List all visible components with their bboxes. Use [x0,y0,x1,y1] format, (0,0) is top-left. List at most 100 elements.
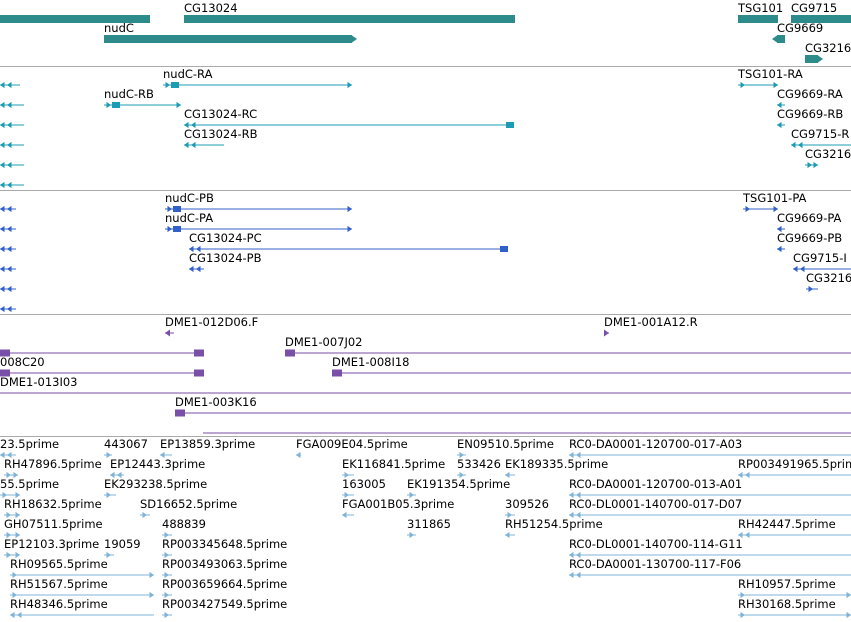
feature-transcripts-pa[interactable]: CG9715-I [793,251,851,273]
feature-ests[interactable]: RH51567.5prime [10,577,154,599]
feature-transcripts-ra[interactable]: CG9715-R [791,127,851,149]
feature-transcripts-pa[interactable] [0,305,16,313]
feature-clones[interactable]: DME1-008I18 [332,355,851,377]
feature-label: 163005 [342,477,386,491]
feature-genes[interactable]: TSG101 [737,1,783,23]
feature-ests[interactable]: EK189335.5prime [505,457,608,479]
feature-label: CG13024-RB [184,127,258,141]
feature-label: 533426 [457,457,501,471]
feature-label: RH09565.5prime [10,557,108,571]
feature-transcripts-pa[interactable]: nudC-PA [165,211,352,233]
feature-ests[interactable]: EK116841.5prime [342,457,445,479]
feature-transcripts-pa[interactable]: CG3216 [806,271,851,293]
feature-ests[interactable]: RH48346.5prime [10,597,154,619]
feature-transcripts-ra[interactable] [0,161,24,169]
feature-transcripts-pa[interactable]: CG9669-PB [777,231,842,253]
feature-transcripts-pa[interactable] [0,245,16,253]
feature-ests[interactable]: RC0-DL0001-140700-017-D07 [569,497,851,519]
feature-label: RH51567.5prime [10,577,108,591]
feature-transcripts-pa[interactable] [0,225,16,233]
gene-span [0,15,150,23]
feature-transcripts-ra[interactable] [0,121,24,129]
track-transcripts-ra: nudC-RA TSG101-RA nudC-RB CG9669-RA CG13024-… [0,66,851,189]
feature-genes[interactable]: nudC [104,21,357,43]
feature-ests[interactable]: RH10957.5prime [738,577,851,599]
feature-ests[interactable]: RH09565.5prime [10,557,154,579]
clone-end [0,369,10,377]
feature-ests[interactable]: GH07511.5prime [4,517,103,539]
feature-ests[interactable]: 163005 [342,477,386,499]
feature-ests[interactable]: 311865 [407,517,451,539]
feature-clones[interactable]: DME1-013I03 [0,375,851,394]
feature-genes[interactable]: CG9715 [791,1,851,23]
feature-ests[interactable]: RP003491965.5prime [738,457,851,479]
feature-transcripts-ra[interactable] [0,141,24,149]
feature-ests[interactable]: RC0-DA0001-120700-013-A01 [569,477,851,499]
feature-ests[interactable]: 488839 [162,517,206,539]
feature-transcripts-pa[interactable] [0,265,16,273]
feature-transcripts-pa[interactable]: TSG101-PA [742,191,807,213]
feature-transcripts-pa[interactable]: CG9669-PA [777,211,842,233]
feature-transcripts-ra[interactable] [0,81,20,89]
feature-ests[interactable]: RH42447.5prime [738,517,851,539]
feature-ests[interactable]: RH51254.5prime [505,517,603,539]
feature-transcripts-ra[interactable]: CG13024-RB [184,127,258,149]
feature-transcripts-ra[interactable]: CG13024-RC [184,107,514,129]
feature-transcripts-ra[interactable]: CG3216 [805,147,851,169]
feature-transcripts-pa[interactable] [0,285,16,293]
gene-span [184,15,515,23]
feature-ests[interactable]: RP003659664.5prime [162,577,287,599]
feature-genes[interactable]: CG13024 [184,1,515,23]
feature-ests[interactable]: SD16652.5prime [140,497,237,519]
feature-ests[interactable]: RH30168.5prime [738,597,851,619]
feature-label: nudC-PA [165,211,213,225]
feature-transcripts-ra[interactable]: TSG101-RA [737,67,803,89]
feature-label: RC0-DL0001-140700-017-D07 [569,497,742,511]
feature-ests[interactable]: RC0-DA0001-130700-117-F06 [569,557,851,579]
feature-label: RH51254.5prime [505,517,603,531]
feature-ests[interactable]: 23.5prime [0,437,59,459]
feature-ests[interactable]: RP003427549.5prime [162,597,287,619]
feature-clones[interactable]: DME1-003K16 [175,395,851,417]
feature-ests[interactable]: RC0-DL0001-140700-114-G11 [569,537,851,559]
feature-ests[interactable]: RC0-DA0001-120700-017-A03 [569,437,851,459]
feature-ests[interactable]: RH47896.5prime [4,457,102,479]
feature-ests[interactable]: RH18632.5prime [4,497,102,519]
feature-genes[interactable]: CG9669 [772,21,823,43]
feature-clones[interactable]: DME1-012D06.F [165,315,258,337]
feature-ests[interactable]: 443067 [104,437,148,459]
feature-transcripts-pa[interactable] [0,205,16,213]
feature-clones[interactable]: 008C20 [0,355,204,377]
feature-ests[interactable]: 533426 [457,457,501,479]
feature-clones[interactable] [0,349,204,357]
feature-transcripts-ra[interactable] [0,101,24,109]
feature-ests[interactable]: EP12443.3prime [110,457,205,479]
feature-ests[interactable]: 55.5prime [0,477,59,499]
feature-transcripts-pa[interactable]: CG13024-PB [189,251,262,273]
feature-transcripts-ra[interactable]: CG9669-RB [777,107,843,129]
feature-ests[interactable]: FGA001B05.3prime [342,497,454,519]
feature-clones[interactable]: DME1-007J02 [285,335,851,357]
feature-ests[interactable]: 309526 [505,497,549,519]
gene-span [805,55,818,63]
feature-ests[interactable]: EK191354.5prime [407,477,510,499]
feature-ests[interactable]: EK293238.5prime [104,477,207,499]
feature-label: nudC-RB [104,87,154,101]
feature-transcripts-ra[interactable]: nudC-RB [104,87,181,109]
feature-ests[interactable]: 19059 [104,537,141,559]
feature-transcripts-ra[interactable]: nudC-RA [163,67,352,89]
feature-label: CG13024-RC [184,107,257,121]
feature-ests[interactable]: EP12103.3prime [4,537,99,559]
feature-genes[interactable] [0,15,150,23]
feature-transcripts-pa[interactable]: CG13024-PC [189,231,508,253]
feature-transcripts-ra[interactable] [0,181,24,189]
feature-ests[interactable]: EP13859.3prime [160,437,255,459]
feature-ests[interactable]: EN09510.5prime [457,437,554,459]
feature-genes[interactable]: CG3216 [805,41,851,63]
feature-transcripts-pa[interactable]: nudC-PB [165,191,352,213]
feature-ests[interactable]: RP003345648.5prime [162,537,287,559]
feature-transcripts-ra[interactable]: CG9669-RA [777,87,843,109]
feature-ests[interactable]: RP003493063.5prime [162,557,287,579]
feature-clones[interactable]: DME1-001A12.R [604,315,698,337]
feature-ests[interactable]: FGA009E04.5prime [296,437,408,459]
